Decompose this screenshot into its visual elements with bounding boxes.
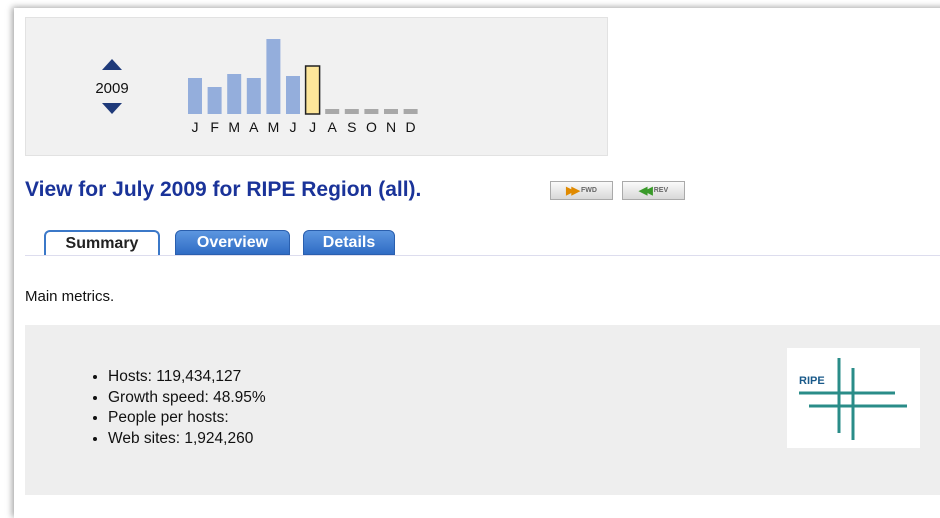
metrics-list: Hosts: 119,434,127Growth speed: 48.95%Pe… [82, 367, 266, 449]
month-bar[interactable] [207, 87, 222, 114]
metric: Web sites: 1,924,260 [108, 429, 266, 450]
logo: RIPE [787, 348, 920, 448]
metric: People per hosts: [108, 408, 266, 429]
month-bar[interactable] [304, 65, 321, 115]
month-placeholder [344, 109, 359, 114]
month-placeholder [325, 109, 340, 114]
month-label: D [406, 119, 416, 135]
month-label: O [366, 119, 377, 135]
month-label: S [347, 119, 356, 135]
tab[interactable]: Summary [44, 230, 160, 255]
logo-graphic: RIPE [799, 358, 907, 440]
month-bar[interactable] [227, 74, 242, 114]
month-label: A [249, 119, 259, 135]
month-label: J [290, 119, 297, 135]
year-up[interactable] [102, 59, 122, 70]
intro: Main metrics. [25, 288, 115, 305]
month-label: J [192, 119, 199, 135]
month-label: M [268, 119, 280, 135]
month-placeholder [364, 109, 379, 114]
month-bar[interactable] [266, 39, 281, 114]
month-label: F [210, 119, 219, 135]
rev-button[interactable]: ◀◀ REV [622, 181, 685, 200]
metric: Growth speed: 48.95% [108, 388, 266, 409]
fwd-label: FWD [580, 187, 597, 194]
metric: Hosts: 119,434,127 [108, 367, 266, 388]
month-label: M [228, 119, 240, 135]
year-down[interactable] [102, 103, 122, 114]
tab[interactable]: Overview [175, 230, 290, 255]
month-bar[interactable] [188, 78, 202, 114]
fwd-button[interactable]: ▶▶ FWD [550, 181, 613, 200]
tab-line [25, 255, 940, 256]
month-placeholder [403, 109, 418, 114]
rev-label: REV [653, 187, 669, 194]
year: 2009 [95, 80, 128, 97]
month-label: J [309, 119, 316, 135]
month-bar[interactable] [286, 76, 300, 114]
month-label: A [328, 119, 338, 135]
tab[interactable]: Details [303, 230, 395, 255]
month-bar[interactable] [246, 78, 261, 114]
logo-text: RIPE [799, 375, 825, 387]
month-placeholder [384, 109, 398, 114]
month-label: N [386, 119, 396, 135]
heading: View for July 2009 for RIPE Region (all)… [25, 178, 422, 201]
